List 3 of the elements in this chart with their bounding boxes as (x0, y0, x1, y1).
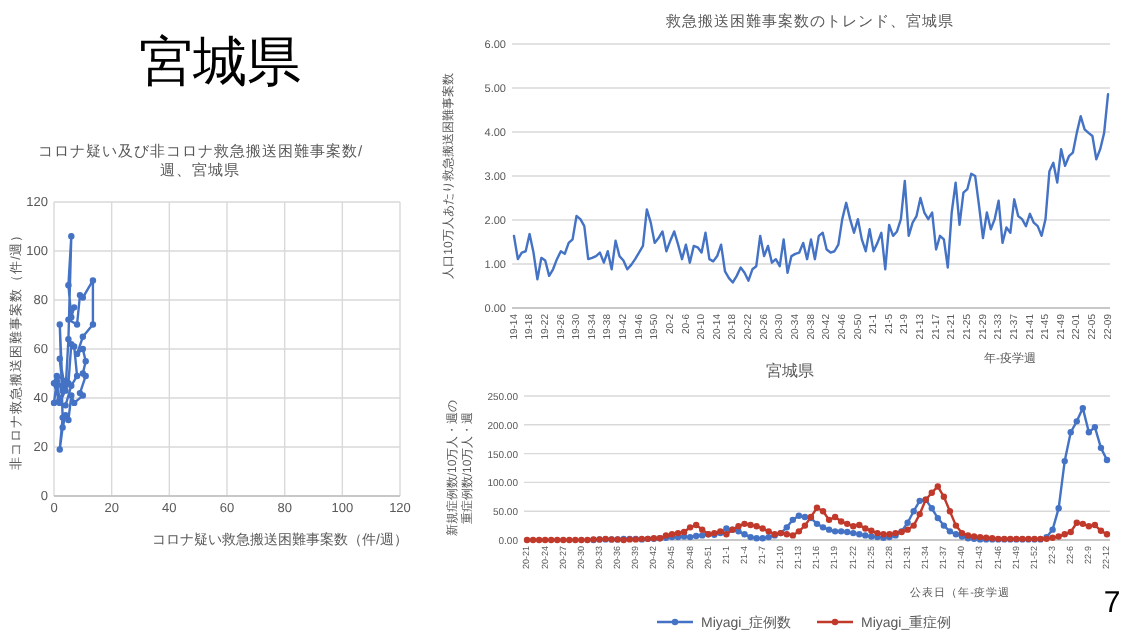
text: 宮城県 (139, 32, 301, 92)
chart-title: 宮城県 (766, 362, 814, 380)
text: 7 (1103, 586, 1121, 620)
